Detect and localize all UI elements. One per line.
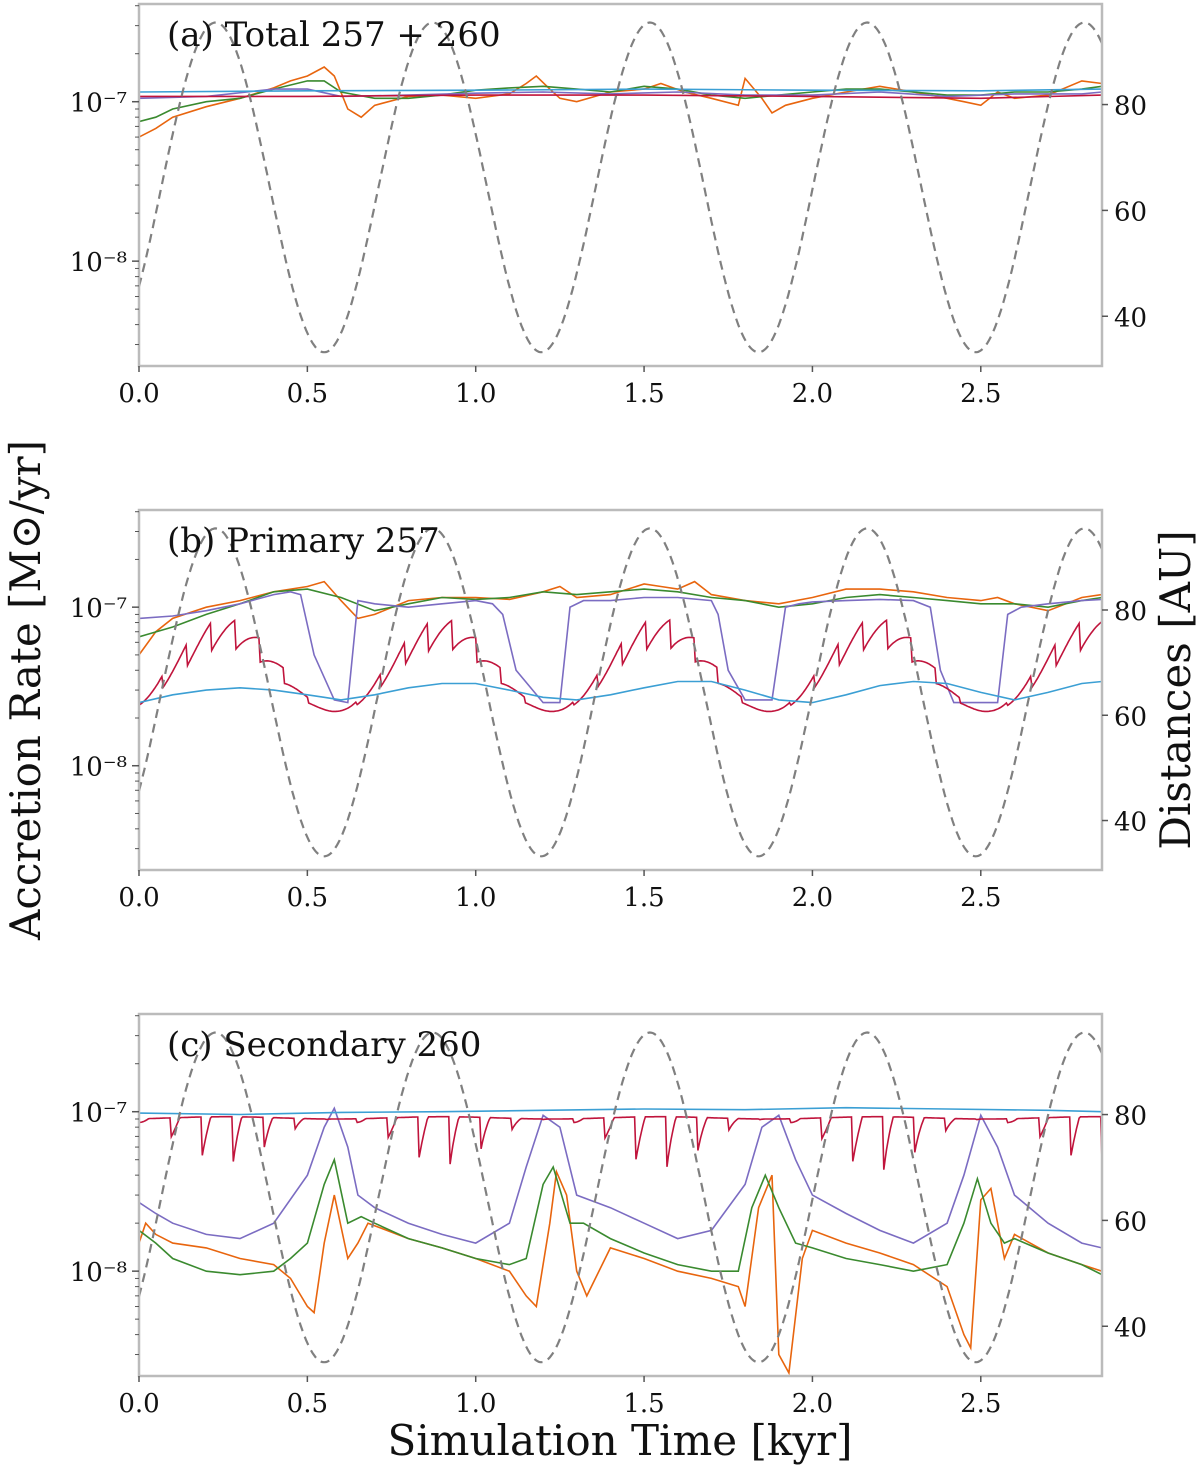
x-tick-label: 0.0 [118, 1389, 159, 1419]
series-line-2 [139, 88, 1102, 100]
series-line-0 [139, 580, 1102, 656]
x-tick-label: 1.5 [623, 379, 664, 409]
x-tick-label: 2.5 [960, 883, 1001, 913]
series-line-4 [139, 88, 1102, 93]
y-left-tick-label: 10⁻⁷ [70, 594, 127, 624]
x-tick-label: 1.0 [455, 379, 496, 409]
y-right-tick-label: 60 [1114, 1207, 1147, 1237]
x-tick-label: 0.0 [118, 379, 159, 409]
x-tick-label: 2.0 [792, 1389, 833, 1419]
y-left-tick-label: 10⁻⁸ [70, 753, 127, 783]
x-tick-label: 1.5 [623, 1389, 664, 1419]
series-line-2 [139, 1106, 1102, 1249]
x-tick-label: 2.0 [792, 883, 833, 913]
x-tick-label: 2.5 [960, 379, 1001, 409]
y-left-tick-label: 10⁻⁷ [70, 89, 127, 119]
series-line-0 [139, 1168, 1102, 1376]
y-right-tick-label: 40 [1114, 808, 1147, 838]
separation-curve [139, 527, 1102, 858]
series-line-1 [139, 1156, 1102, 1276]
x-tick-label: 1.0 [455, 883, 496, 913]
series-line-4 [139, 680, 1102, 704]
y-right-tick-label: 80 [1114, 597, 1147, 627]
y-right-tick-label: 80 [1114, 1102, 1147, 1132]
y-right-tick-label: 40 [1114, 1313, 1147, 1343]
y-right-tick-label: 60 [1114, 197, 1147, 227]
y-right-tick-label: 60 [1114, 702, 1147, 732]
series-line-3 [139, 618, 1102, 713]
separation-curve [139, 1031, 1102, 1364]
axes-frame [137, 2, 1104, 368]
y-axis-label-right: Distances [AU] [1151, 530, 1200, 849]
x-tick-label: 1.0 [455, 1389, 496, 1419]
panel-c: 0.0 0.5 1.0 1.5 2.0 2.5 10⁻⁸ 10⁻⁷ 40 60 80 (c) Seco… [70, 1012, 1147, 1419]
panel-a: 0.0 0.5 1.0 1.5 2.0 2.5 10⁻⁸ 10⁻⁷ 40 60 80 (a) Tota… [70, 2, 1147, 409]
x-tick-label: 2.0 [792, 379, 833, 409]
x-tick-label: 0.5 [287, 379, 328, 409]
series-line-2 [139, 590, 1102, 704]
plot-area [139, 21, 1102, 354]
series-line-3 [139, 94, 1102, 100]
plot-area [139, 527, 1102, 858]
panel-title: (c) Secondary 260 [167, 1025, 481, 1065]
x-tick-label: 1.5 [623, 883, 664, 913]
series-line-3 [139, 1115, 1102, 1170]
y-left-tick-label: 10⁻⁷ [70, 1099, 127, 1129]
x-tick-label: 2.5 [960, 1389, 1001, 1419]
y-right-tick-label: 80 [1114, 92, 1147, 122]
series-line-0 [139, 66, 1102, 138]
series-line-1 [139, 80, 1102, 123]
plot-area [139, 1031, 1102, 1376]
x-tick-label: 0.5 [287, 883, 328, 913]
y-axis-label-left: Accretion Rate [M⊙/yr] [1, 440, 50, 941]
series-line-4 [139, 1106, 1102, 1116]
y-right-tick-label: 40 [1114, 303, 1147, 333]
panel-b: 0.0 0.5 1.0 1.5 2.0 2.5 10⁻⁸ 10⁻⁷ 40 60 80 (b) Prim… [70, 508, 1147, 913]
y-left-tick-label: 10⁻⁸ [70, 1258, 127, 1288]
series-line-1 [139, 588, 1102, 638]
panel-title: (a) Total 257 + 260 [167, 15, 501, 55]
x-axis-label: Simulation Time [kyr] [387, 1416, 852, 1465]
panel-title: (b) Primary 257 [167, 521, 440, 561]
x-tick-label: 0.5 [287, 1389, 328, 1419]
x-tick-label: 0.0 [118, 883, 159, 913]
y-left-tick-label: 10⁻⁸ [70, 248, 127, 278]
separation-curve [139, 21, 1102, 354]
axes-frame [137, 508, 1104, 872]
